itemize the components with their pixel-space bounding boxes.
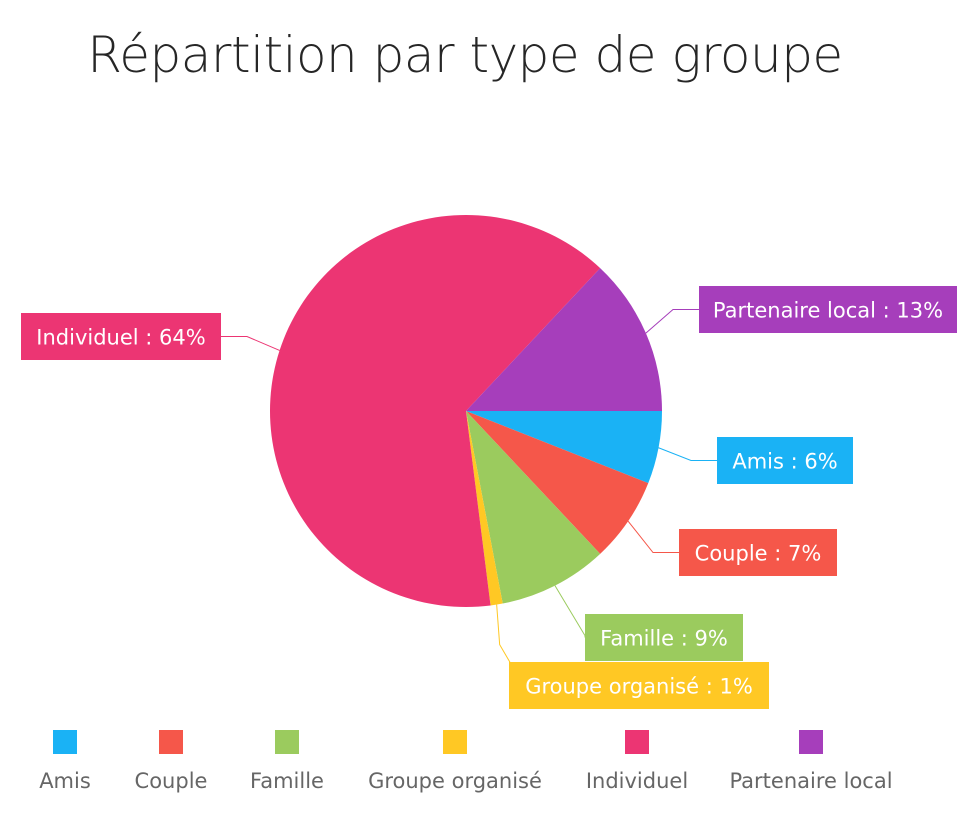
pie-slices [270, 214, 662, 607]
pie-slice-famille [466, 411, 601, 604]
connector-amis [658, 447, 717, 461]
data-label-box-individuel [21, 313, 221, 360]
data-label-box-famille [585, 614, 743, 661]
legend-swatch-amis[interactable] [53, 730, 77, 754]
data-label-groupe-organise: Groupe organisé : 1% [525, 675, 753, 699]
chart-legend: Amis Couple Famille Groupe organisé Individu… [39, 730, 893, 793]
data-label-box-amis [717, 437, 853, 484]
legend-label-partenaire-local[interactable]: Partenaire local [729, 769, 892, 793]
data-label-couple: Couple : 7% [695, 542, 822, 566]
data-label-famille: Famille : 9% [600, 627, 728, 651]
legend-swatch-famille[interactable] [275, 730, 299, 754]
pie-slice-groupe-organise [466, 411, 503, 606]
data-labels: Amis : 6% Couple : 7% Famille : 9% Groupe o… [21, 286, 957, 709]
legend-label-famille[interactable]: Famille [250, 769, 324, 793]
connector-couple [627, 520, 679, 553]
legend-label-couple[interactable]: Couple [135, 769, 208, 793]
data-label-box-couple [679, 529, 837, 576]
legend-label-amis[interactable]: Amis [39, 769, 91, 793]
pie-slice-couple [466, 411, 649, 554]
legend-swatch-groupe-organise[interactable] [443, 730, 467, 754]
data-label-partenaire-local: Partenaire local : 13% [713, 299, 943, 323]
pie-slice-amis [466, 411, 662, 484]
pie-slice-individuel [270, 214, 601, 607]
legend-swatch-individuel[interactable] [625, 730, 649, 754]
connector-partenaire-local [645, 309, 699, 334]
legend-swatch-couple[interactable] [159, 730, 183, 754]
data-label-box-partenaire-local [699, 286, 957, 333]
data-label-amis: Amis : 6% [732, 450, 837, 474]
connector-individuel [221, 336, 280, 351]
connector-famille [554, 585, 586, 638]
chart-title: Répartition par type de groupe [87, 26, 843, 84]
data-label-individuel: Individuel : 64% [36, 326, 205, 350]
data-label-box-groupe-organise [509, 662, 769, 709]
pie-slice-partenaire-local [466, 268, 662, 411]
legend-swatch-partenaire-local[interactable] [799, 730, 823, 754]
connector-groupe-organise [496, 604, 512, 665]
legend-label-groupe-organise[interactable]: Groupe organisé [368, 769, 542, 793]
legend-label-individuel[interactable]: Individuel [586, 769, 688, 793]
